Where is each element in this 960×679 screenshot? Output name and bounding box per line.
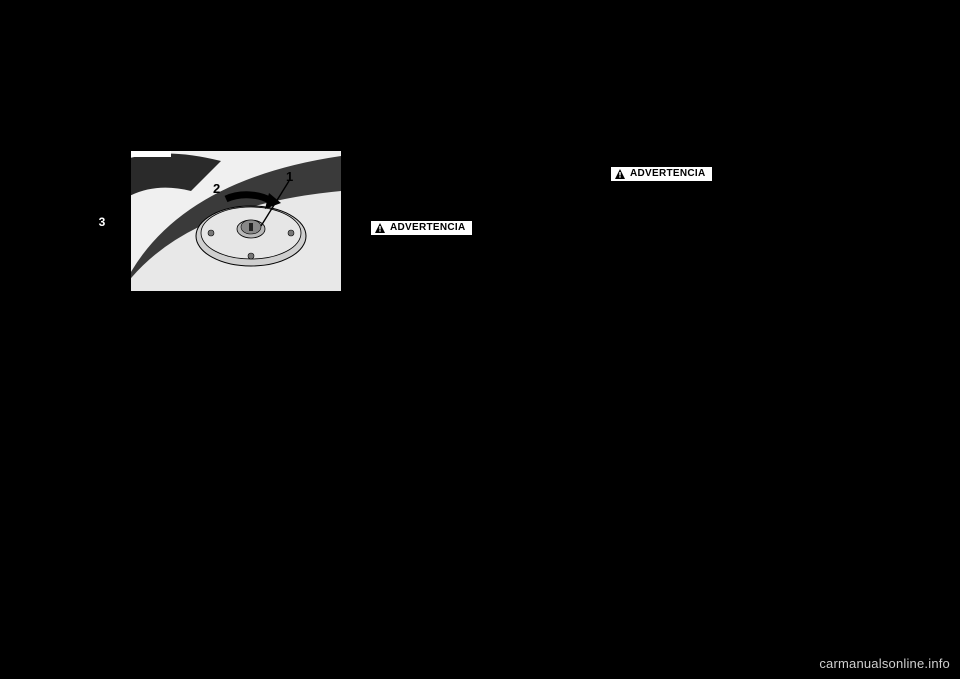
- advertencia-body-col3: La gasolina y los vapores de gasolina: [610, 186, 830, 198]
- adv-rule-bottom-col2: [370, 300, 580, 301]
- watermark: carmanualsonline.info: [819, 656, 950, 671]
- advertencia-label-col3: ADVERTENCIA: [630, 168, 706, 180]
- advertencia-label-col2: ADVERTENCIA: [390, 222, 466, 234]
- manual-page: 3 1 2: [130, 150, 830, 570]
- figure-callout-1: 1: [286, 169, 293, 184]
- nota-heading: NOTA: [370, 151, 400, 164]
- chapter-number: 3: [99, 215, 106, 229]
- fuel-cap-illustration: [131, 151, 341, 291]
- chapter-tab: 3: [90, 210, 114, 234]
- column-2: NOTA No se puede colocar el tapón del de…: [370, 150, 590, 301]
- adv-rule-bottom-col3: [610, 262, 820, 263]
- warning-triangle-icon: [374, 222, 386, 234]
- advertencia-box-col2: ADVERTENCIA: [370, 220, 473, 236]
- warning-triangle-icon: [614, 168, 626, 180]
- fuel-cap-figure: 1 2: [130, 150, 342, 292]
- nota-rule-bottom: [370, 213, 580, 214]
- figure-callout-2: 2: [213, 181, 220, 196]
- advertencia-body-col2: Verifique que el tapón del depósito de: [370, 240, 590, 252]
- nota-body: No se puede colocar el tapón del depósit…: [370, 167, 590, 179]
- advertencia-box-col3: ADVERTENCIA: [610, 166, 713, 182]
- column-3: ADVERTENCIA La gasolina y los vapores de…: [610, 150, 830, 263]
